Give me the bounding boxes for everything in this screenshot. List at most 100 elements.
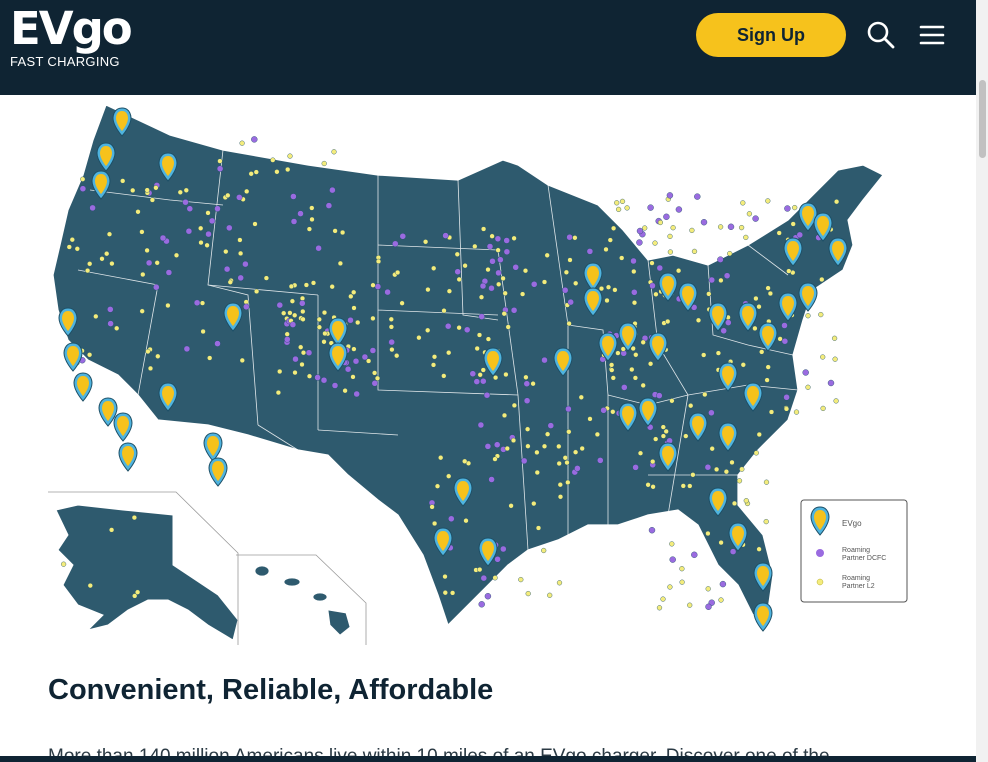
dcfc-station-dot xyxy=(647,204,654,211)
l2-station-dot xyxy=(329,284,335,290)
dcfc-station-dot xyxy=(214,340,221,347)
l2-station-dot xyxy=(474,345,480,352)
l2-station-dot xyxy=(394,353,400,359)
dcfc-station-dot xyxy=(494,556,501,563)
l2-station-dot xyxy=(492,456,498,462)
l2-station-dot xyxy=(756,304,762,310)
l2-station-dot xyxy=(740,200,746,206)
dcfc-station-dot xyxy=(503,248,511,256)
l2-station-dot xyxy=(434,483,441,489)
l2-station-dot xyxy=(149,197,156,203)
dcfc-station-dot xyxy=(632,464,639,471)
l2-station-dot xyxy=(805,384,811,390)
scrollbar-thumb[interactable] xyxy=(979,80,986,158)
l2-station-dot xyxy=(502,290,508,296)
l2-station-dot xyxy=(705,530,711,537)
l2-station-dot xyxy=(505,324,511,330)
l2-station-dot xyxy=(87,583,93,589)
l2-station-dot xyxy=(477,372,483,378)
l2-station-dot xyxy=(80,176,86,182)
dcfc-station-dot xyxy=(445,322,452,330)
l2-station-dot xyxy=(535,525,542,531)
dcfc-station-dot xyxy=(503,237,510,244)
l2-station-dot xyxy=(556,580,563,586)
l2-station-dot xyxy=(624,205,630,211)
l2-station-dot xyxy=(503,371,509,378)
l2-station-dot xyxy=(718,277,724,284)
l2-station-dot xyxy=(223,249,229,255)
l2-station-dot xyxy=(653,291,659,297)
dcfc-station-dot xyxy=(369,347,377,354)
l2-station-dot xyxy=(557,494,564,500)
l2-station-dot xyxy=(607,237,613,243)
l2-station-dot xyxy=(321,310,328,316)
l2-station-dot xyxy=(777,336,783,342)
l2-station-dot xyxy=(446,473,452,479)
l2-station-dot xyxy=(691,248,698,255)
l2-station-dot xyxy=(579,445,585,452)
l2-station-dot xyxy=(765,285,771,291)
l2-station-dot xyxy=(285,166,291,173)
dcfc-station-dot xyxy=(183,345,191,353)
l2-station-dot xyxy=(292,312,298,318)
dcfc-station-dot xyxy=(723,272,731,279)
l2-station-dot xyxy=(793,409,800,415)
l2-station-dot xyxy=(274,169,280,175)
sign-up-button[interactable]: Sign Up xyxy=(696,13,846,57)
l2-station-dot xyxy=(374,375,381,381)
dcfc-station-dot xyxy=(292,355,299,363)
l2-station-dot xyxy=(254,288,260,295)
l2-station-dot xyxy=(667,249,674,255)
charging-station-map[interactable]: EVgo Roaming Partner DCFC Roaming Partne… xyxy=(48,95,928,645)
logo-wordmark: EVgo xyxy=(10,2,133,55)
l2-station-dot xyxy=(647,361,654,367)
dcfc-station-dot xyxy=(347,316,354,324)
l2-station-dot xyxy=(610,375,616,381)
l2-station-dot xyxy=(563,269,570,275)
dcfc-station-dot xyxy=(675,206,683,213)
dcfc-station-dot xyxy=(494,235,502,243)
l2-station-dot xyxy=(284,331,290,337)
l2-station-dot xyxy=(500,275,506,282)
l2-station-dot xyxy=(562,455,568,461)
l2-station-dot xyxy=(653,436,659,442)
dcfc-station-dot xyxy=(567,298,574,306)
dcfc-station-dot xyxy=(214,205,221,212)
dcfc-station-dot xyxy=(488,284,495,292)
legend-evgo-label: EVgo xyxy=(842,519,862,528)
l2-station-dot xyxy=(743,234,749,241)
l2-station-dot xyxy=(759,349,765,355)
dcfc-station-dot xyxy=(781,322,788,329)
l2-station-dot xyxy=(348,293,354,300)
l2-station-dot xyxy=(432,520,438,527)
l2-station-dot xyxy=(370,282,376,288)
l2-station-dot xyxy=(489,233,495,239)
section-heading: Convenient, Reliable, Affordable xyxy=(48,674,494,706)
l2-station-dot xyxy=(566,429,572,435)
dcfc-station-dot xyxy=(648,527,656,534)
l2-station-dot xyxy=(322,330,328,337)
hamburger-menu-icon[interactable] xyxy=(918,20,948,50)
l2-station-dot xyxy=(355,319,361,326)
l2-station-dot xyxy=(632,375,639,381)
l2-station-dot xyxy=(425,287,431,293)
dcfc-station-dot xyxy=(242,260,249,268)
l2-station-dot xyxy=(608,362,615,368)
dcfc-station-dot xyxy=(361,353,369,361)
l2-station-dot xyxy=(399,300,405,306)
page-scrollbar[interactable] xyxy=(976,0,988,762)
evgo-logo[interactable]: EVgo FAST CHARGING xyxy=(10,2,133,70)
dcfc-station-dot xyxy=(796,231,803,239)
l2-station-dot xyxy=(144,187,150,193)
search-icon[interactable] xyxy=(866,20,896,50)
evgo-station-pin xyxy=(73,372,93,402)
l2-station-dot xyxy=(689,227,695,234)
l2-station-dot xyxy=(430,362,437,368)
l2-station-dot xyxy=(316,324,323,330)
l2-station-dot xyxy=(74,246,80,252)
l2-station-dot xyxy=(687,602,693,608)
dcfc-station-dot xyxy=(290,218,298,225)
dcfc-station-dot xyxy=(666,192,674,199)
l2-station-dot xyxy=(790,221,796,227)
dcfc-station-dot xyxy=(344,366,352,373)
